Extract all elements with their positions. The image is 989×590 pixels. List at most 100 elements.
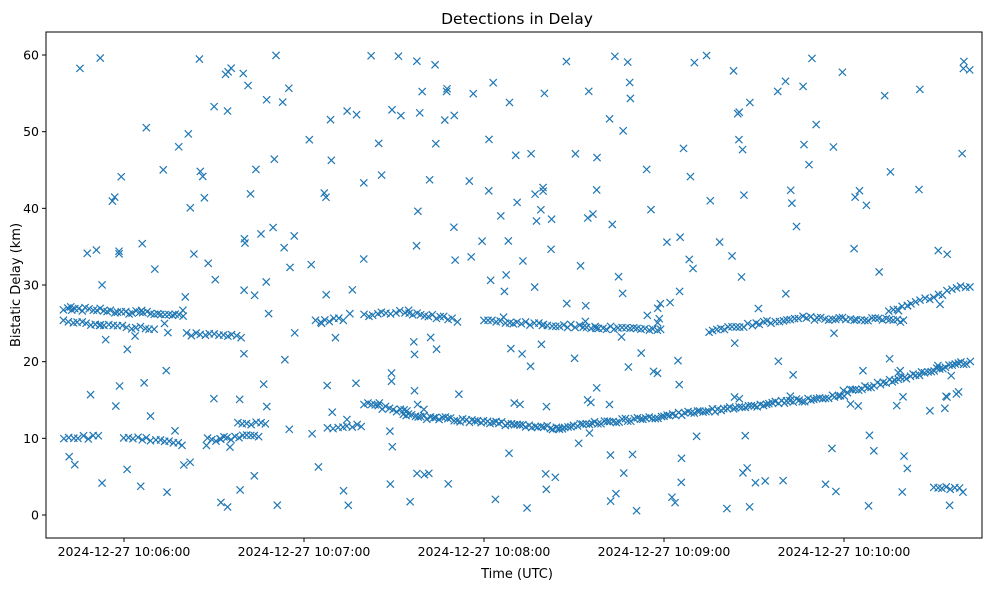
detection-point bbox=[675, 380, 684, 389]
detection-point bbox=[198, 172, 207, 181]
detection-point bbox=[667, 493, 676, 502]
detection-point bbox=[640, 324, 649, 333]
detection-point bbox=[623, 58, 632, 67]
detection-point bbox=[110, 308, 119, 317]
detection-point bbox=[821, 394, 830, 403]
detection-point bbox=[737, 272, 746, 282]
detection-point bbox=[235, 395, 244, 404]
detection-point bbox=[418, 87, 427, 96]
detection-point bbox=[436, 312, 445, 321]
detection-point bbox=[469, 89, 478, 98]
y-tick-label: 10 bbox=[23, 431, 39, 446]
detection-point bbox=[443, 84, 452, 93]
detection-point bbox=[848, 385, 857, 394]
x-tick-label: 2024-12-27 10:06:00 bbox=[58, 544, 191, 559]
detection-point bbox=[170, 426, 180, 435]
detection-point bbox=[160, 310, 170, 319]
x-tick-label: 2024-12-27 10:07:00 bbox=[238, 544, 371, 559]
detection-point bbox=[720, 325, 729, 334]
detection-point bbox=[345, 309, 354, 318]
detection-point bbox=[608, 220, 617, 229]
detection-point bbox=[555, 322, 564, 331]
detection-point bbox=[581, 301, 590, 310]
detection-point bbox=[656, 299, 665, 308]
detection-point bbox=[525, 321, 535, 330]
detection-point bbox=[786, 186, 795, 195]
detection-point bbox=[67, 306, 76, 315]
detection-point bbox=[412, 469, 422, 478]
detection-point bbox=[256, 229, 266, 238]
detection-point bbox=[946, 485, 955, 494]
detection-point bbox=[626, 94, 635, 103]
detection-point bbox=[915, 296, 924, 305]
detection-point bbox=[959, 57, 968, 66]
detection-point bbox=[517, 319, 526, 328]
detection-point bbox=[773, 87, 782, 96]
detection-point bbox=[396, 111, 405, 120]
detection-point bbox=[189, 249, 198, 259]
detection-point bbox=[232, 331, 241, 340]
detection-point bbox=[92, 245, 101, 255]
detection-point bbox=[484, 186, 493, 195]
detection-point bbox=[701, 407, 710, 416]
detection-point bbox=[625, 78, 634, 87]
detection-point bbox=[738, 468, 747, 477]
data-markers bbox=[59, 51, 975, 515]
detection-point bbox=[451, 256, 460, 265]
detection-point bbox=[571, 323, 580, 332]
detection-point bbox=[541, 469, 550, 478]
detection-point bbox=[487, 316, 496, 325]
detection-point bbox=[947, 371, 956, 380]
x-tick-label: 2024-12-27 10:08:00 bbox=[418, 544, 551, 559]
detection-point bbox=[584, 87, 593, 96]
detection-point bbox=[643, 311, 652, 320]
detection-point bbox=[250, 471, 259, 480]
detection-point bbox=[174, 142, 183, 151]
detection-point bbox=[592, 383, 601, 392]
detection-point bbox=[371, 400, 380, 409]
detection-point bbox=[503, 419, 512, 428]
detection-point bbox=[915, 85, 924, 94]
detection-point bbox=[404, 409, 413, 419]
detection-point bbox=[240, 286, 249, 295]
detection-point bbox=[899, 316, 908, 325]
detection-point bbox=[247, 420, 256, 429]
detection-point bbox=[98, 479, 107, 488]
detection-point bbox=[273, 501, 282, 510]
detection-point bbox=[179, 460, 188, 469]
detection-point bbox=[559, 320, 568, 329]
detection-point bbox=[227, 64, 236, 73]
detection-point bbox=[264, 309, 273, 318]
detection-point bbox=[186, 458, 195, 467]
detection-point bbox=[368, 311, 377, 320]
detection-point bbox=[431, 60, 440, 69]
detection-point bbox=[835, 313, 844, 322]
detection-point bbox=[828, 315, 837, 324]
detection-point bbox=[547, 215, 556, 224]
detection-point bbox=[818, 394, 827, 403]
detection-point bbox=[618, 289, 627, 298]
detection-point bbox=[254, 432, 263, 441]
detection-point bbox=[534, 319, 543, 328]
detection-point bbox=[216, 498, 225, 507]
detection-point bbox=[344, 501, 353, 510]
detection-point bbox=[235, 433, 244, 442]
detection-point bbox=[499, 313, 508, 322]
detection-point bbox=[911, 297, 920, 306]
detection-point bbox=[496, 211, 505, 220]
detection-point bbox=[686, 172, 695, 181]
detection-point bbox=[262, 277, 271, 286]
detection-point bbox=[106, 306, 115, 315]
detection-point bbox=[880, 91, 889, 100]
detection-point bbox=[733, 109, 742, 118]
detection-point bbox=[392, 407, 401, 416]
detection-point bbox=[210, 102, 219, 111]
detection-point bbox=[486, 276, 495, 285]
detection-point bbox=[86, 390, 95, 399]
detection-point bbox=[539, 187, 548, 196]
detection-point bbox=[869, 446, 878, 455]
detection-point bbox=[261, 419, 270, 428]
detection-point bbox=[677, 478, 686, 487]
detection-point bbox=[181, 292, 190, 301]
